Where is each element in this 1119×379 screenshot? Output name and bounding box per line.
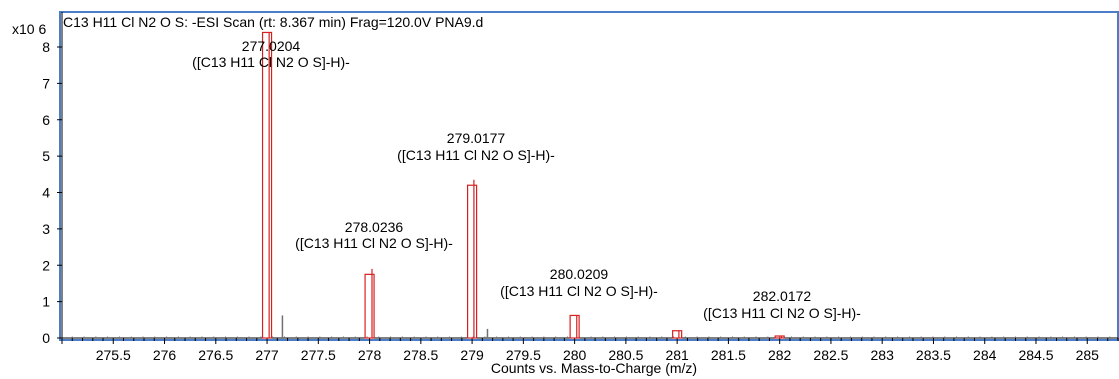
x-tick-label: 278.5 — [403, 347, 438, 363]
isotope-box — [364, 273, 375, 339]
y-tick-label: 1 — [42, 294, 50, 310]
x-tick-label: 278 — [358, 347, 382, 363]
y-tick-label: 4 — [42, 185, 50, 201]
peak-formula-label: ([C13 H11 Cl N2 O S]-H)- — [295, 235, 453, 251]
peak-labels: 277.0204([C13 H11 Cl N2 O S]-H)-278.0236… — [192, 38, 861, 321]
peak-mz-label: 282.0172 — [753, 288, 812, 304]
x-tick-label: 279 — [460, 347, 484, 363]
isotope-box — [569, 314, 580, 339]
peak-formula-label: ([C13 H11 Cl N2 O S]-H)- — [192, 54, 350, 70]
peak-mz-label: 279.0177 — [447, 130, 506, 146]
x-tick-label: 277.5 — [301, 347, 336, 363]
x-tick-label: 284 — [973, 347, 997, 363]
x-axis-label: Counts vs. Mass-to-Charge (m/z) — [491, 360, 697, 376]
x-tick-label: 275.5 — [96, 347, 131, 363]
x-tick-label: 279.5 — [506, 347, 541, 363]
x-tick-label: 276 — [153, 347, 177, 363]
y-ticks: 0 1 2 3 4 5 6 7 8 — [42, 39, 62, 346]
x-tick-label: 282.5 — [813, 347, 848, 363]
isotope-box — [466, 184, 478, 339]
x-tick-label: 280 — [563, 347, 587, 363]
x-ticks: 275.5 276 276.5 277 277.5 278 278.5 279 279.5 280… — [61, 338, 1119, 363]
x-tick-label: 283 — [871, 347, 895, 363]
y-tick-label: 8 — [42, 39, 50, 55]
x-tick-label: 276.5 — [198, 347, 233, 363]
x-tick-label: 283.5 — [916, 347, 951, 363]
chart-title: C13 H11 Cl N2 O S: -ESI Scan (rt: 8.367 … — [63, 14, 483, 30]
x-tick-label: 277 — [255, 347, 279, 363]
peak-marks — [261, 31, 785, 339]
peak-formula-label: ([C13 H11 Cl N2 O S]-H)- — [500, 283, 658, 299]
y-tick-label: 7 — [42, 75, 50, 91]
y-tick-label: 5 — [42, 148, 50, 164]
peak-formula-label: ([C13 H11 Cl N2 O S]-H)- — [703, 305, 861, 321]
x-tick-label: 280.5 — [608, 347, 643, 363]
y-tick-label: 3 — [42, 221, 50, 237]
peak-mz-label: 277.0204 — [242, 38, 301, 54]
peak-mz-label: 280.0209 — [550, 266, 609, 282]
y-tick-label: 0 — [42, 330, 50, 346]
x-tick-label: 281.5 — [711, 347, 746, 363]
x-tick-label: 284.5 — [1018, 347, 1053, 363]
y-multiplier-label: x10 6 — [12, 21, 46, 37]
peak-formula-label: ([C13 H11 Cl N2 O S]-H)- — [397, 147, 555, 163]
x-tick-label: 281 — [665, 347, 689, 363]
peak-mz-label: 278.0236 — [345, 219, 404, 235]
isotope-box — [261, 31, 273, 339]
y-tick-label: 2 — [42, 257, 50, 273]
y-tick-label: 6 — [42, 112, 50, 128]
x-tick-label: 285 — [1076, 347, 1100, 363]
isotope-box — [672, 330, 683, 339]
x-tick-label: 282 — [768, 347, 792, 363]
plot-frame — [59, 11, 1119, 341]
isotope-box — [774, 335, 785, 339]
